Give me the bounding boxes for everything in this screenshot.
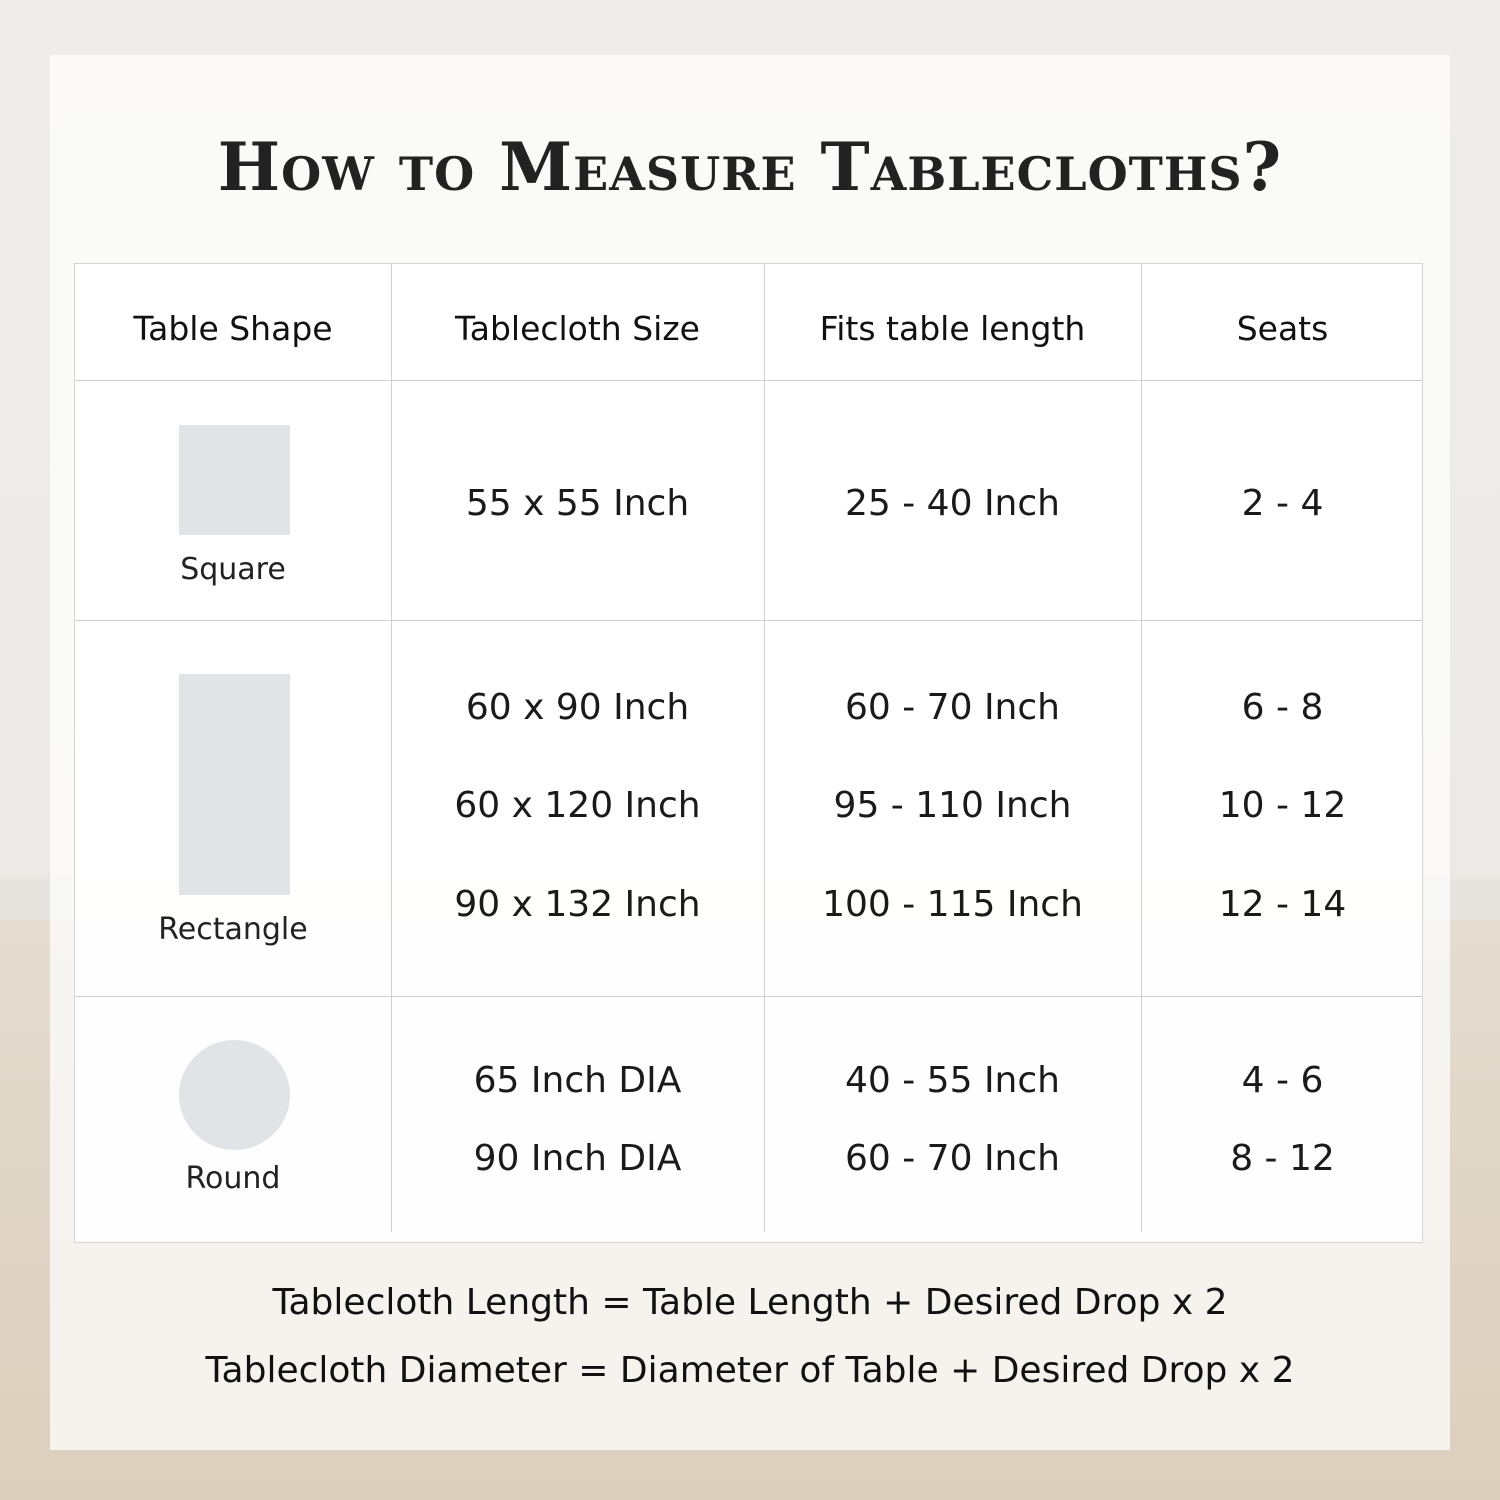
size-cell: 90 x 132 Inch (454, 884, 701, 925)
shape-label: Rectangle (158, 912, 308, 947)
length-cell: 100 - 115 Inch (822, 884, 1083, 925)
length-cell: 60 - 70 Inch (845, 687, 1060, 728)
length-cell: 95 - 110 Inch (833, 785, 1072, 826)
diameter-formula: Tablecloth Diameter = Diameter of Table … (205, 1350, 1295, 1391)
size-cell: 55 x 55 Inch (465, 483, 690, 524)
column-divider (764, 264, 765, 1232)
size-cell: 90 Inch DIA (473, 1138, 682, 1179)
seats-cell: 6 - 8 (1241, 687, 1324, 728)
length-cell: 40 - 55 Inch (845, 1060, 1060, 1101)
page-title: How to Measure Tablecloths? (217, 128, 1283, 206)
size-cell: 65 Inch DIA (473, 1060, 682, 1101)
seats-cell: 8 - 12 (1230, 1138, 1335, 1179)
header-fits-length: Fits table length (819, 309, 1086, 348)
shape-label: Round (185, 1161, 281, 1196)
shape-label: Square (180, 552, 286, 587)
header-seats: Seats (1236, 309, 1329, 348)
length-cell: 60 - 70 Inch (845, 1138, 1060, 1179)
size-table: Table Shape Tablecloth Size Fits table l… (74, 263, 1423, 1243)
seats-cell: 12 - 14 (1218, 884, 1347, 925)
seats-cell: 10 - 12 (1218, 785, 1347, 826)
length-cell: 25 - 40 Inch (845, 483, 1060, 524)
row-divider (75, 996, 1422, 997)
header-tablecloth-size: Tablecloth Size (455, 309, 700, 348)
size-cell: 60 x 90 Inch (465, 687, 690, 728)
length-formula: Tablecloth Length = Table Length + Desir… (272, 1282, 1228, 1323)
column-divider (391, 264, 392, 1232)
round-shape-icon (179, 1040, 290, 1150)
header-table-shape: Table Shape (133, 309, 333, 348)
rectangle-shape-icon (179, 674, 290, 895)
seats-cell: 2 - 4 (1241, 483, 1324, 524)
column-divider (1141, 264, 1142, 1232)
row-divider (75, 380, 1422, 381)
square-shape-icon (179, 425, 290, 535)
row-divider (75, 620, 1422, 621)
seats-cell: 4 - 6 (1241, 1060, 1324, 1101)
size-cell: 60 x 120 Inch (454, 785, 701, 826)
